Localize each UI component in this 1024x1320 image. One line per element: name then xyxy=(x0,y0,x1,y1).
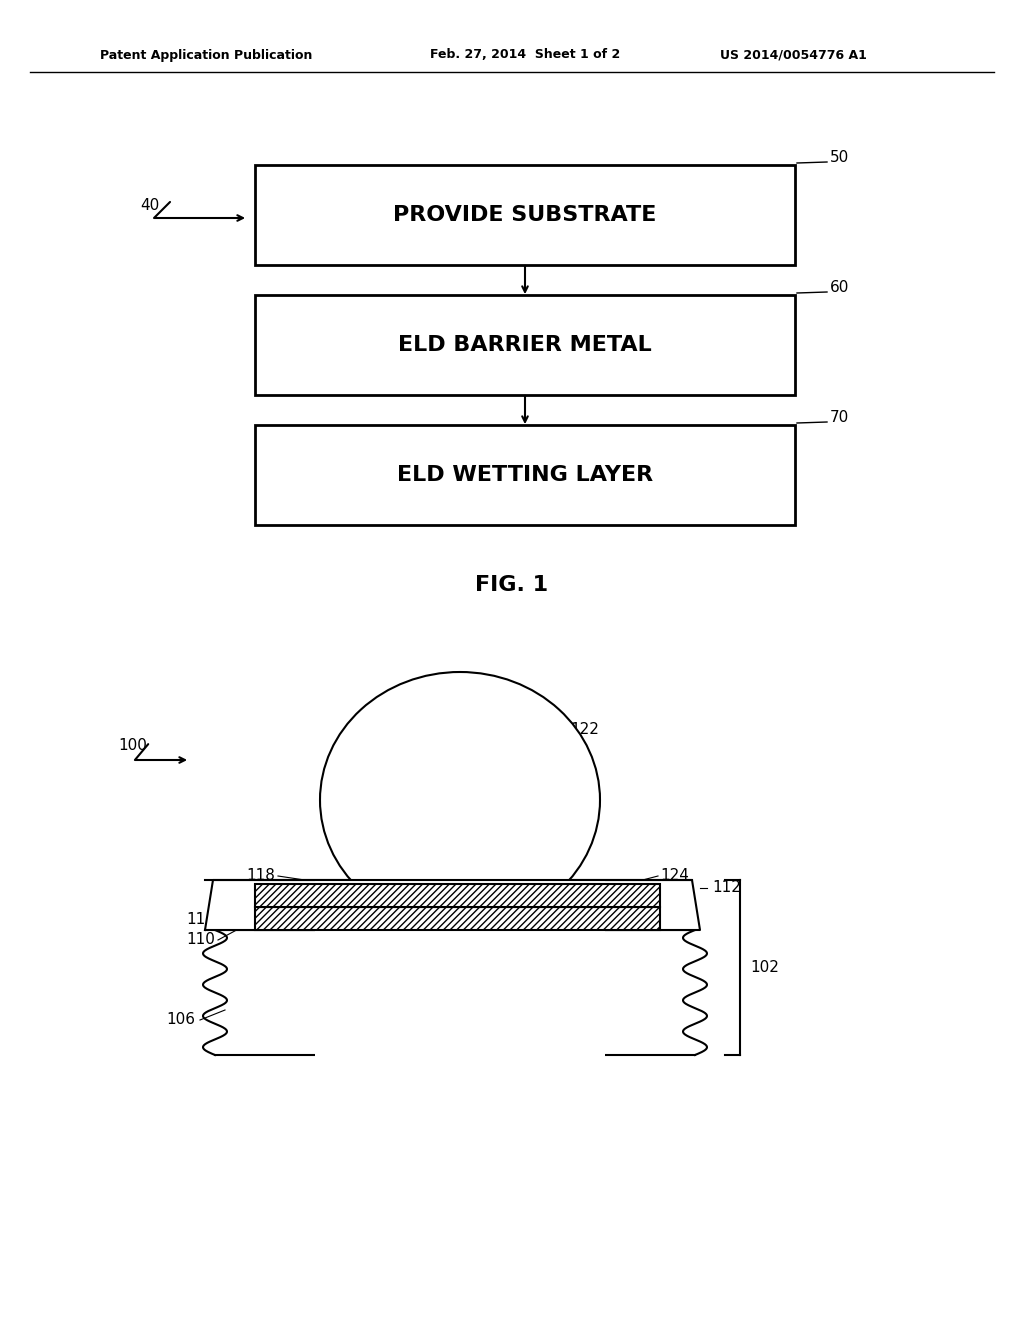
Text: 118: 118 xyxy=(246,867,275,883)
Text: Patent Application Publication: Patent Application Publication xyxy=(100,49,312,62)
Text: 112: 112 xyxy=(712,880,741,895)
Text: 70: 70 xyxy=(830,409,849,425)
Text: FIG. 2: FIG. 2 xyxy=(424,1105,497,1125)
Text: Feb. 27, 2014  Sheet 1 of 2: Feb. 27, 2014 Sheet 1 of 2 xyxy=(430,49,621,62)
Text: 122: 122 xyxy=(570,722,599,738)
Text: 40: 40 xyxy=(140,198,160,213)
Bar xyxy=(255,165,795,265)
Text: 100: 100 xyxy=(118,738,146,752)
Text: 124: 124 xyxy=(660,867,689,883)
Text: FIG. 1: FIG. 1 xyxy=(475,576,549,595)
Text: 106: 106 xyxy=(166,1012,195,1027)
Text: PROVIDE SUBSTRATE: PROVIDE SUBSTRATE xyxy=(393,205,656,224)
Text: ELD BARRIER METAL: ELD BARRIER METAL xyxy=(398,335,652,355)
Ellipse shape xyxy=(319,672,600,928)
Bar xyxy=(255,884,660,907)
Text: 50: 50 xyxy=(830,149,849,165)
Bar xyxy=(255,884,660,907)
Text: 60: 60 xyxy=(830,280,849,294)
Text: ELD WETTING LAYER: ELD WETTING LAYER xyxy=(397,465,653,484)
Text: 114: 114 xyxy=(186,912,215,928)
Text: 102: 102 xyxy=(750,960,779,975)
Bar xyxy=(255,425,795,525)
Bar xyxy=(255,294,795,395)
Bar xyxy=(315,880,605,1320)
Bar xyxy=(255,907,660,931)
Polygon shape xyxy=(205,880,700,931)
Text: 110: 110 xyxy=(186,932,215,948)
Text: US 2014/0054776 A1: US 2014/0054776 A1 xyxy=(720,49,867,62)
Bar xyxy=(255,907,660,931)
